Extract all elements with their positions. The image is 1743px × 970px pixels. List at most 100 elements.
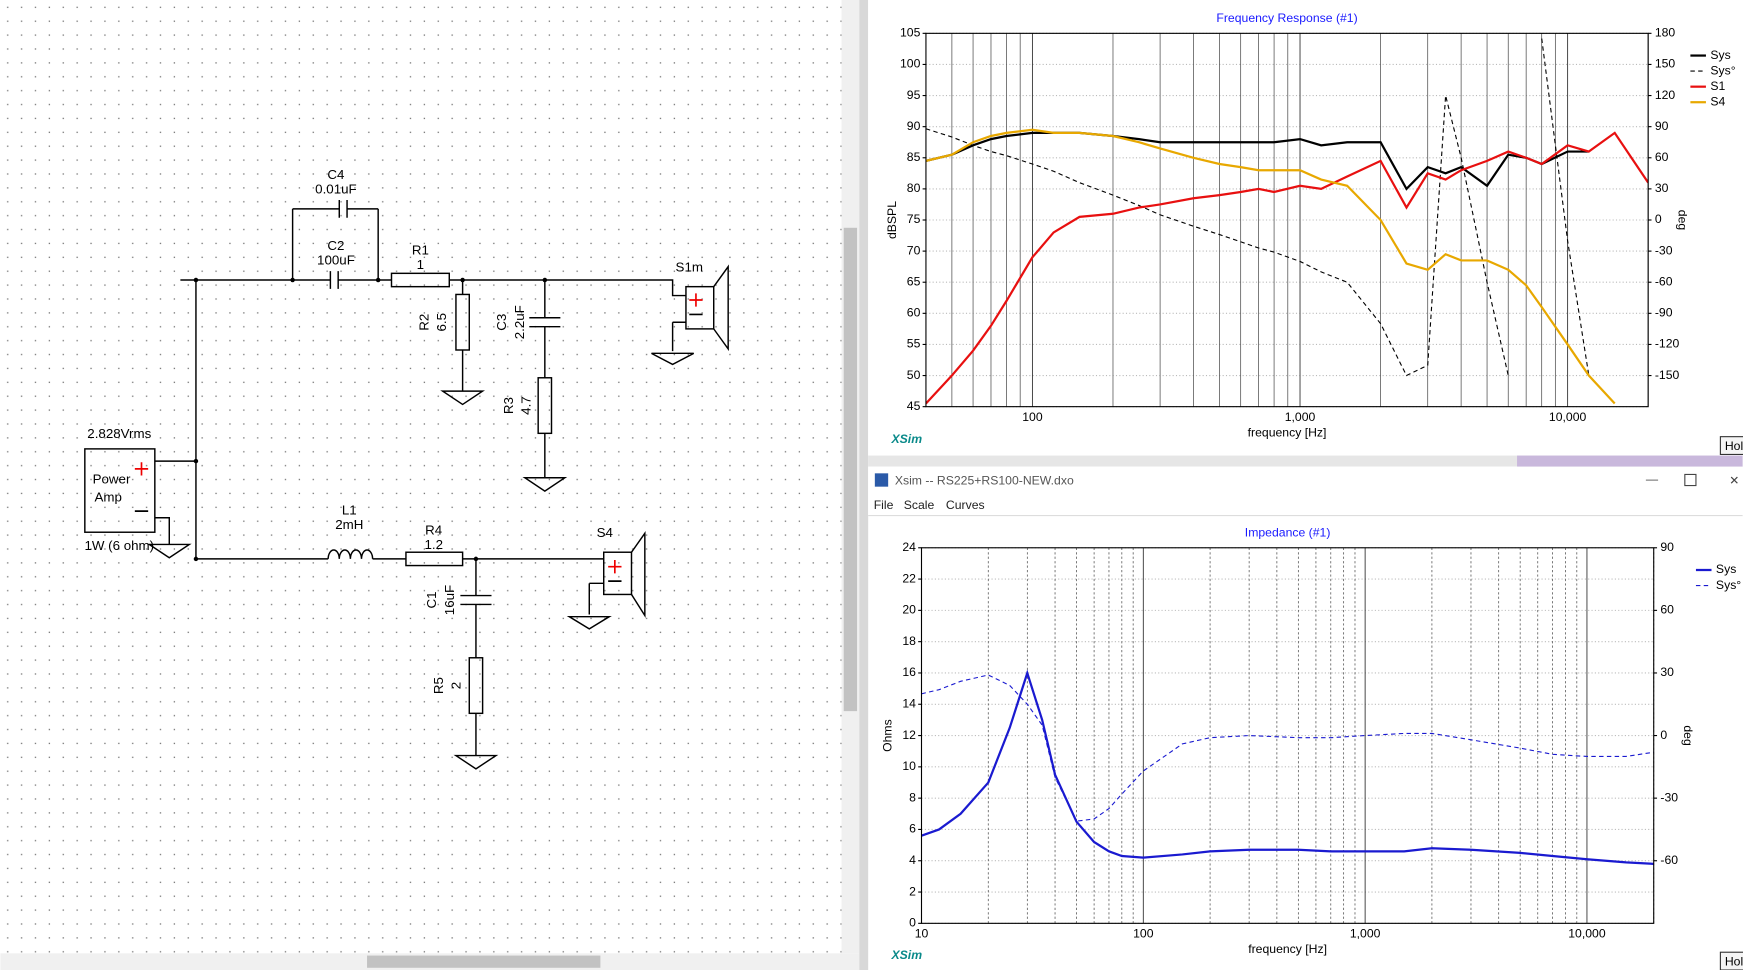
title-bar bbox=[868, 466, 1743, 496]
plot-frame bbox=[925, 32, 1649, 408]
y-axis-label: dBSPL bbox=[885, 201, 899, 239]
menu-item[interactable]: Scale bbox=[904, 498, 935, 512]
legend-label: S1 bbox=[1710, 79, 1725, 93]
y-tick-label: 16 bbox=[902, 665, 916, 679]
component-label: C2 bbox=[327, 238, 344, 253]
component-label: 2mH bbox=[335, 517, 363, 532]
logo: XSim bbox=[891, 432, 923, 446]
component-label: 1W (6 ohm) bbox=[84, 538, 154, 553]
component-label: R3 bbox=[501, 397, 516, 414]
component-label: Amp bbox=[94, 489, 121, 504]
window-gap bbox=[868, 455, 1743, 467]
y-tick-label: 22 bbox=[902, 571, 916, 585]
y-tick-label: 85 bbox=[907, 150, 921, 164]
component-label: 100uF bbox=[317, 253, 355, 268]
component-label: 2.828Vrms bbox=[87, 426, 151, 441]
y2-tick-label: -150 bbox=[1655, 368, 1680, 382]
window-title: Xsim -- RS225+RS100-NEW.dxo bbox=[895, 473, 1074, 487]
y2-tick-label: -120 bbox=[1655, 337, 1680, 351]
plot-frame bbox=[920, 547, 1655, 924]
component-label: 0.01uF bbox=[315, 182, 357, 197]
y2-tick-label: 120 bbox=[1655, 88, 1676, 102]
window-gap-color bbox=[1517, 455, 1743, 467]
y2-tick-label: 30 bbox=[1655, 181, 1669, 195]
y2-axis-label: deg bbox=[1675, 210, 1689, 231]
component-label: C4 bbox=[327, 167, 345, 182]
divider bbox=[859, 0, 869, 970]
component-label: C3 bbox=[494, 314, 509, 331]
minimize[interactable]: — bbox=[1646, 472, 1659, 486]
x-tick-label: 10,000 bbox=[1549, 410, 1587, 424]
legend-label: Sys bbox=[1710, 48, 1730, 62]
maximize[interactable] bbox=[1684, 473, 1697, 487]
y2-tick-label: 90 bbox=[1660, 540, 1674, 554]
y2-tick-label: -30 bbox=[1660, 790, 1678, 804]
series-line bbox=[925, 131, 1649, 405]
y-tick-label: 75 bbox=[907, 212, 921, 226]
y-tick-label: 55 bbox=[907, 337, 921, 351]
component-label: S1m bbox=[676, 259, 703, 274]
legend-label: Sys bbox=[1716, 562, 1736, 576]
x-axis-label: frequency [Hz] bbox=[1248, 942, 1327, 956]
h-scroll-thumb[interactable] bbox=[367, 955, 601, 968]
y2-tick-label: -60 bbox=[1660, 853, 1678, 867]
y2-tick-label: 180 bbox=[1655, 26, 1676, 40]
component-label: 2.2uF bbox=[512, 305, 527, 339]
series-line bbox=[925, 38, 1590, 377]
y2-tick-label: 60 bbox=[1660, 603, 1674, 617]
hold-label[interactable]: Hol bbox=[1725, 439, 1743, 453]
component-label: 1 bbox=[417, 257, 424, 272]
menu-item[interactable]: File bbox=[874, 498, 894, 512]
y2-tick-label: 60 bbox=[1655, 150, 1669, 164]
chart-title: Impedance (#1) bbox=[1245, 526, 1331, 540]
fr-window bbox=[868, 0, 1743, 456]
logo: XSim bbox=[891, 948, 923, 962]
component-label: Power bbox=[93, 472, 131, 487]
x-tick-label: 100 bbox=[1022, 410, 1043, 424]
series-line bbox=[921, 669, 1654, 865]
grid-dots bbox=[0, 0, 842, 954]
menu-item[interactable]: Curves bbox=[946, 498, 985, 512]
y-tick-label: 10 bbox=[902, 759, 916, 773]
series-line bbox=[925, 131, 1589, 191]
v-scroll-thumb[interactable] bbox=[843, 227, 858, 712]
y-tick-label: 100 bbox=[900, 57, 921, 71]
schematic-wires bbox=[84, 200, 729, 770]
x-tick-label: 100 bbox=[1133, 927, 1154, 941]
component-label: R5 bbox=[431, 677, 446, 694]
y2-tick-label: -30 bbox=[1655, 243, 1673, 257]
y-tick-label: 95 bbox=[907, 88, 921, 102]
component-label: 4.7 bbox=[519, 396, 534, 415]
component-label: S4 bbox=[597, 525, 614, 540]
y-tick-label: 24 bbox=[902, 540, 916, 554]
component-label: 1.2 bbox=[424, 537, 443, 552]
component-label: 6.5 bbox=[434, 313, 449, 332]
y2-tick-label: 0 bbox=[1655, 212, 1662, 226]
series-line bbox=[921, 674, 1654, 822]
y-tick-label: 0 bbox=[909, 916, 916, 930]
chart-title: Frequency Response (#1) bbox=[1216, 11, 1357, 25]
y2-tick-label: 150 bbox=[1655, 57, 1676, 71]
y-tick-label: 6 bbox=[909, 822, 916, 836]
component-label: R4 bbox=[425, 523, 443, 538]
component-label: R2 bbox=[416, 314, 431, 331]
series-line bbox=[925, 128, 1616, 405]
hold-button[interactable] bbox=[1719, 436, 1743, 455]
y-tick-label: 105 bbox=[900, 26, 921, 40]
y-tick-label: 18 bbox=[902, 634, 916, 648]
y2-tick-label: -60 bbox=[1655, 274, 1673, 288]
component-label: 16uF bbox=[442, 585, 457, 615]
y-tick-label: 45 bbox=[907, 399, 921, 413]
hold-button[interactable] bbox=[1719, 951, 1743, 970]
hold-label[interactable]: Hol bbox=[1725, 954, 1743, 968]
y-tick-label: 4 bbox=[909, 853, 916, 867]
y-tick-label: 14 bbox=[902, 696, 916, 710]
legend-label: Sys° bbox=[1716, 578, 1741, 592]
close[interactable]: ✕ bbox=[1729, 473, 1739, 487]
y-tick-label: 2 bbox=[909, 884, 916, 898]
y-tick-label: 8 bbox=[909, 790, 916, 804]
component-label: 2 bbox=[449, 682, 464, 689]
y-axis-label: Ohms bbox=[880, 719, 894, 752]
y-tick-label: 20 bbox=[902, 603, 916, 617]
